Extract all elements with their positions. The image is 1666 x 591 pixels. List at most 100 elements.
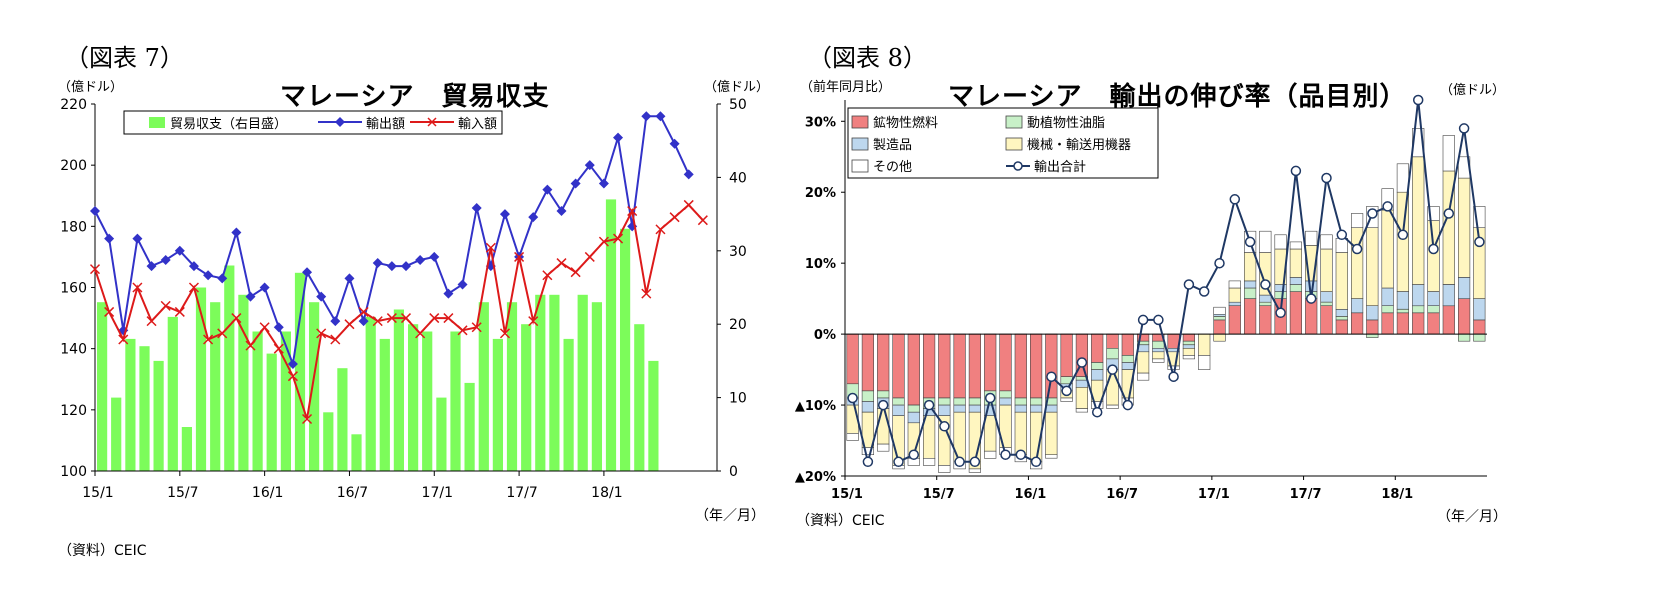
total-exports-point	[1076, 357, 1088, 368]
balance-bar	[365, 316, 376, 471]
minerals-bar	[1060, 333, 1073, 378]
exports-point	[528, 212, 539, 223]
others-bar	[1060, 397, 1073, 402]
balance-bar	[478, 302, 489, 471]
minerals-bar	[984, 333, 997, 392]
machinery-bar	[846, 404, 859, 434]
total-exports-point	[1137, 314, 1149, 326]
balance-bar	[337, 368, 348, 471]
exports-point	[90, 206, 100, 217]
imports-point	[330, 334, 341, 345]
others-bar	[968, 468, 981, 473]
total-exports-point	[908, 449, 920, 460]
total-exports-point	[939, 421, 950, 432]
manufactured-bar	[1473, 298, 1486, 321]
total-exports-point	[923, 399, 935, 411]
total-exports-point	[1443, 208, 1455, 219]
exports-point	[415, 254, 426, 265]
imports-point	[528, 316, 539, 327]
machinery-bar	[1366, 227, 1379, 306]
oils-bar	[1335, 316, 1348, 321]
balance-bar	[408, 324, 419, 471]
chart2-left-unit: （前年同月比）	[800, 80, 892, 95]
minerals-bar	[1335, 319, 1348, 335]
oils-bar	[1091, 362, 1104, 370]
minerals-bar	[1473, 319, 1486, 335]
exports-point	[174, 245, 185, 256]
legend-others-label: その他	[873, 160, 912, 175]
minerals-bar	[892, 333, 905, 399]
exports-point	[457, 279, 468, 290]
exports-point	[217, 273, 228, 284]
manufactured-bar	[1396, 291, 1409, 310]
imports-point	[386, 313, 397, 324]
legend-balance-swatch	[149, 117, 165, 128]
balance-bar	[605, 199, 617, 471]
manufactured-bar	[968, 404, 981, 413]
manufactured-bar	[1091, 369, 1104, 381]
exports-point	[584, 160, 595, 171]
total-exports-point	[1091, 406, 1103, 418]
legend-total-marker	[1013, 161, 1023, 171]
exports-point	[613, 132, 624, 143]
exports-point	[188, 261, 199, 272]
machinery-bar	[1412, 156, 1425, 285]
x-tick-label: 15/7	[167, 485, 198, 501]
x-tick-label: 16/7	[337, 485, 368, 501]
machinery-bar	[877, 408, 890, 445]
others-bar	[1396, 163, 1409, 193]
machinery-bar	[984, 415, 997, 452]
imports-point	[570, 267, 581, 278]
total-exports-point	[1122, 399, 1134, 411]
balance-bar	[97, 302, 108, 471]
manufactured-bar	[1351, 298, 1364, 314]
minerals-bar	[1427, 312, 1440, 335]
oils-bar	[1274, 291, 1287, 299]
imports-point	[429, 313, 440, 324]
machinery-bar	[1045, 411, 1058, 456]
imports-point	[613, 233, 624, 244]
imports-point	[245, 340, 256, 351]
machinery-bar	[1198, 333, 1211, 356]
exports-point	[401, 261, 411, 272]
legend-others-swatch	[851, 159, 869, 173]
minerals-bar	[1213, 319, 1226, 335]
minerals-bar	[861, 333, 874, 392]
manufactured-bar	[1335, 308, 1348, 317]
total-exports-point	[984, 392, 996, 404]
machinery-bar	[1381, 209, 1394, 289]
oils-bar	[1259, 301, 1272, 307]
legend-minerals-label: 鉱物性燃料	[873, 115, 938, 131]
imports-point	[415, 328, 426, 339]
total-exports-point	[1260, 279, 1271, 290]
imports-point	[174, 306, 185, 317]
exports-point	[259, 282, 270, 293]
balance-bar	[153, 360, 164, 471]
balance-bar	[634, 324, 645, 471]
others-bar	[1427, 206, 1440, 221]
exports-point	[146, 261, 157, 272]
machinery-bar	[1458, 177, 1471, 278]
imports-point	[118, 334, 129, 345]
exports-point	[655, 111, 666, 122]
right-axis-unit: （億ドル）	[704, 80, 770, 95]
minerals-bar	[1091, 333, 1104, 363]
balance-bar	[238, 294, 249, 471]
imports-point	[556, 258, 567, 269]
manufactured-bar	[1289, 277, 1302, 285]
imports-point	[697, 215, 708, 226]
manufactured-bar	[907, 411, 920, 424]
balance-bar	[210, 302, 221, 471]
total-exports-point	[1183, 279, 1195, 290]
manufactured-bar	[1458, 277, 1471, 299]
minerals-bar	[1366, 319, 1379, 335]
minerals-bar	[1305, 298, 1318, 335]
imports-point	[457, 325, 468, 336]
total-exports-point	[1351, 243, 1363, 255]
machinery-bar	[1213, 333, 1226, 342]
chart2-period-unit: （年／月）	[1437, 509, 1507, 525]
imports-point	[358, 306, 369, 317]
total-exports-point	[1198, 286, 1210, 297]
exports-point	[273, 322, 284, 333]
imports-point	[316, 328, 327, 339]
